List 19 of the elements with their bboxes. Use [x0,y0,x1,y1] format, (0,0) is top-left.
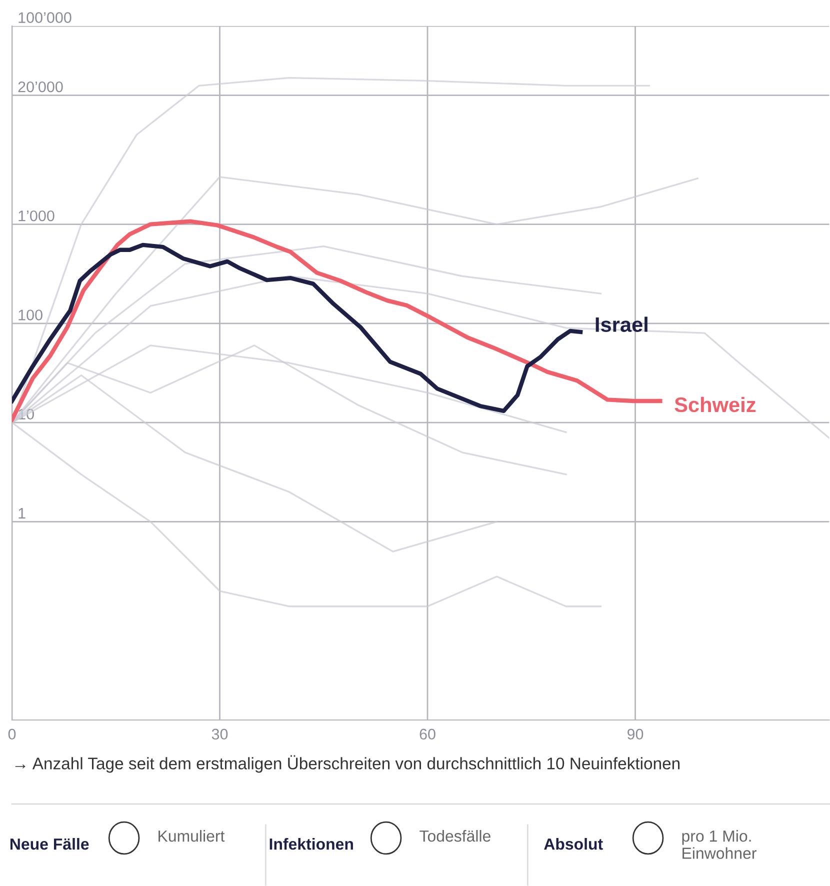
text: Neue Fälle [10,838,89,850]
y-tick-label: 20’000 [18,81,63,92]
text: Kumuliert [158,830,225,842]
y-tick-label: 1 [18,508,26,519]
x-tick-label: 90 [627,728,644,740]
text: pro 1 Mio. Einwohner [682,830,756,859]
y-tick-label: 100’000 [18,12,72,23]
series-label: Schweiz [674,396,756,412]
y-tick-label: 1’000 [18,210,54,222]
text: Absolut [544,838,603,850]
y-tick-label: 100 [18,310,42,320]
x-axis-title: → Anzahl Tage seit dem erstmaligen Überschreiten von durchschnittlich 10 Neuinfektionen [15,755,680,773]
x-tick-label: 30 [212,728,228,740]
text: Infektionen [270,838,353,850]
y-tick-label: 10 [18,408,34,420]
x-tick-label: 60 [420,728,436,740]
x-tick-label: 0 [8,728,16,740]
text: Todesfälle [420,830,490,842]
series-label: Israel [596,316,648,332]
